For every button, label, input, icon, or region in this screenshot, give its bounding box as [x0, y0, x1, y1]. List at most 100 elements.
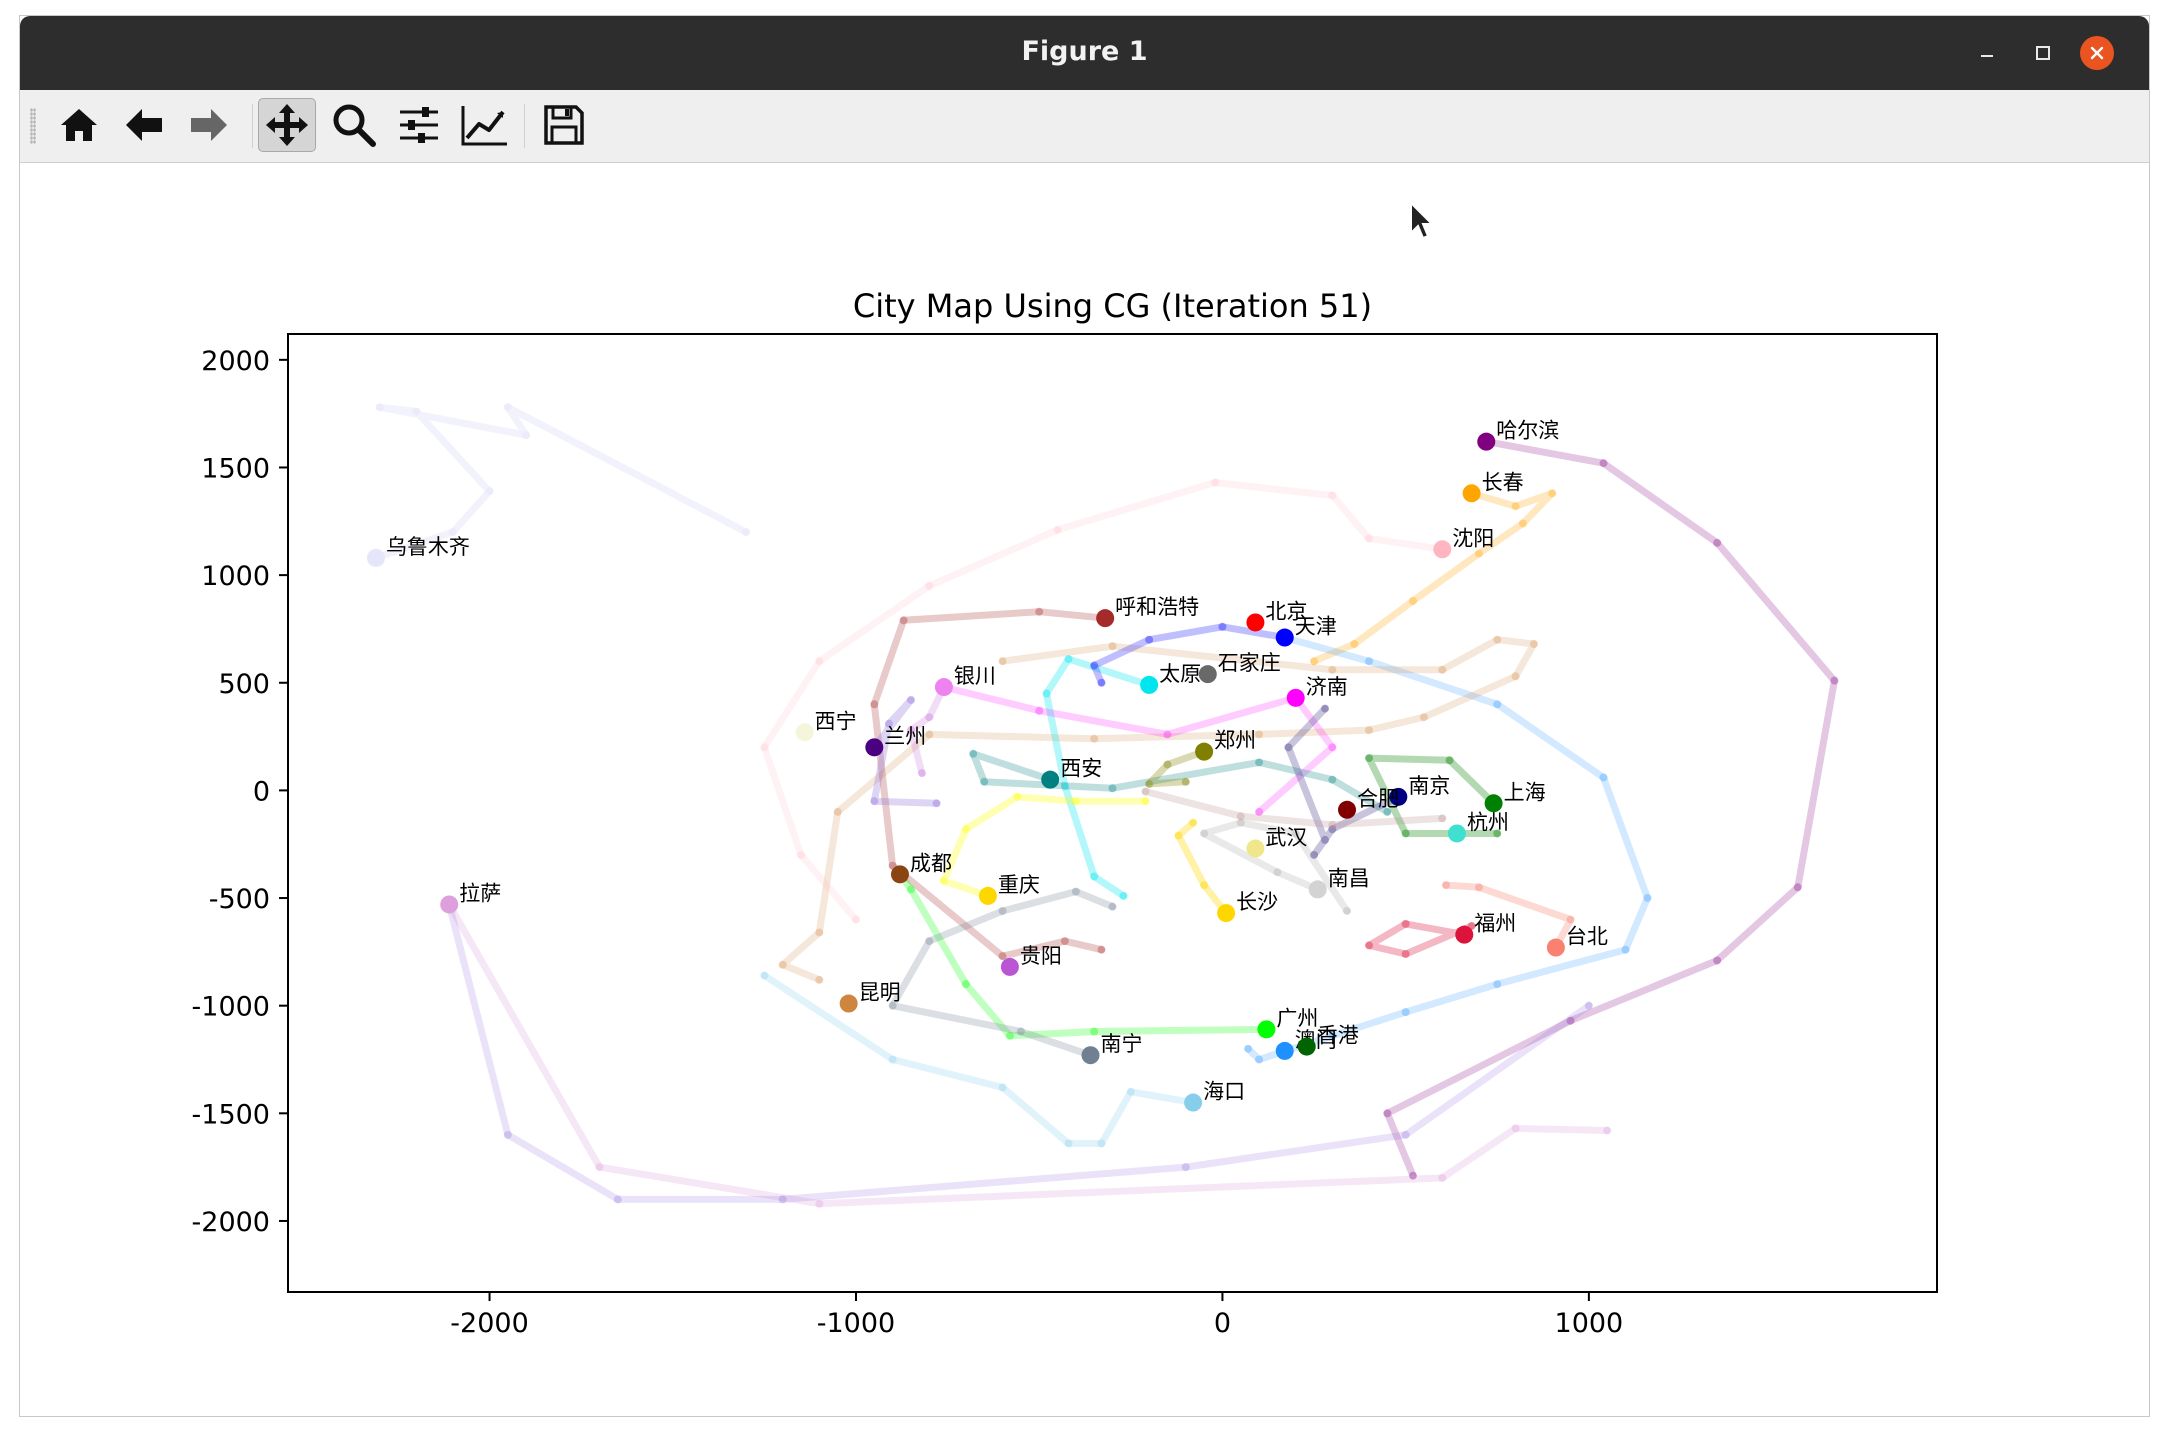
city-point[interactable] [890, 865, 909, 884]
trail-marker [1145, 635, 1154, 644]
city-point[interactable] [795, 723, 814, 742]
trail-marker [1035, 607, 1044, 616]
city-point[interactable] [1246, 839, 1265, 858]
city-label: 南宁 [1101, 1032, 1143, 1056]
city-label: 香港 [1317, 1024, 1359, 1048]
city-point[interactable] [1000, 957, 1019, 976]
city-point[interactable] [865, 738, 884, 757]
trail-marker [1255, 1055, 1264, 1064]
city-point[interactable] [1455, 925, 1474, 944]
trail-marker [375, 403, 384, 412]
trail-marker [1350, 640, 1359, 649]
trail-line [870, 696, 941, 807]
trail-line [940, 683, 1336, 816]
back-button[interactable] [115, 98, 173, 152]
city-point[interactable] [1246, 613, 1265, 632]
trail-marker [1328, 820, 1337, 829]
figure-window: Figure 1 [19, 15, 2150, 1417]
city-point[interactable] [1081, 1046, 1100, 1065]
city-point[interactable] [1096, 609, 1115, 628]
city-point[interactable] [1546, 938, 1565, 957]
figure-canvas[interactable]: City Map Using CG (Iteration 51) 哈尔滨 长春 沈阳 乌… [20, 163, 2149, 1416]
trail-marker [906, 695, 915, 704]
axes-edit-button[interactable] [455, 98, 513, 152]
city-point[interactable] [839, 994, 858, 1013]
maximize-button[interactable] [2026, 36, 2060, 70]
trail-marker [1445, 756, 1454, 765]
trail-line [445, 901, 1611, 1208]
trail-marker [778, 1195, 787, 1204]
city-point[interactable] [1308, 880, 1327, 899]
city-point[interactable] [1257, 1020, 1276, 1039]
trail-marker [1097, 1139, 1106, 1148]
city-point[interactable] [1217, 904, 1236, 923]
toolbar-grip[interactable] [30, 108, 36, 144]
trail-marker [1181, 1163, 1190, 1172]
trail-marker [815, 975, 824, 984]
trail-marker [1291, 829, 1300, 838]
trail-marker [1211, 478, 1220, 487]
city-point[interactable] [1275, 628, 1294, 647]
trail-line [969, 750, 1391, 816]
city-point[interactable] [934, 678, 953, 697]
trail-line [889, 888, 1116, 1059]
zoom-button[interactable] [325, 98, 383, 152]
city-point[interactable] [1198, 665, 1217, 684]
trail-marker [1200, 881, 1209, 890]
x-tick-label: 0 [1214, 1308, 1231, 1339]
city-point[interactable] [1286, 688, 1305, 707]
chart-title: City Map Using CG (Iteration 51) [853, 287, 1372, 325]
trail-marker [939, 876, 948, 885]
trail-marker [1493, 980, 1502, 989]
trail-marker [760, 971, 769, 980]
city-point[interactable] [1184, 1093, 1203, 1112]
city-point[interactable] [1477, 432, 1496, 451]
trail-marker [1566, 915, 1575, 924]
trail-marker [1108, 784, 1117, 793]
trail-marker [1328, 825, 1337, 834]
city-point[interactable] [1484, 794, 1503, 813]
sliders-icon [400, 107, 438, 143]
city-point[interactable] [1447, 824, 1466, 843]
city-point[interactable] [1041, 770, 1060, 789]
trail-marker [998, 1083, 1007, 1092]
city-point[interactable] [366, 548, 385, 567]
trail-marker [1328, 1031, 1337, 1040]
trail-marker [1493, 635, 1502, 644]
city-point[interactable] [1140, 675, 1159, 694]
save-button[interactable] [535, 98, 593, 152]
pan-button[interactable] [258, 98, 316, 152]
city-point[interactable] [1195, 742, 1214, 761]
city-point[interactable] [440, 895, 459, 914]
trail-marker [595, 1163, 604, 1172]
minimize-button[interactable] [1970, 36, 2004, 70]
trail-marker [998, 906, 1007, 915]
trail-marker [998, 657, 1007, 666]
city-point[interactable] [1462, 484, 1481, 503]
title-bar[interactable]: Figure 1 [20, 16, 2149, 90]
trail-marker [1174, 831, 1183, 840]
city-label: 南京 [1408, 774, 1450, 798]
city-point[interactable] [1433, 540, 1452, 559]
x-tick-label: 1000 [1555, 1308, 1624, 1339]
city-point[interactable] [1275, 1041, 1294, 1060]
trail-marker [1163, 760, 1172, 769]
subplots-button[interactable] [390, 98, 448, 152]
home-button[interactable] [50, 98, 108, 152]
trail-line [779, 636, 1538, 984]
city-point[interactable] [1297, 1037, 1316, 1056]
trail-marker [961, 980, 970, 989]
city-point[interactable] [1338, 800, 1357, 819]
trail-line [1043, 655, 1153, 900]
trail-marker [1035, 706, 1044, 715]
trail-line [1175, 819, 1230, 917]
city-point[interactable] [1389, 787, 1408, 806]
city-point[interactable] [978, 886, 997, 905]
forward-button[interactable] [180, 98, 238, 152]
close-button[interactable] [2080, 36, 2114, 70]
city-label: 长沙 [1236, 890, 1278, 914]
y-tick-label: -500 [209, 884, 270, 915]
trail-marker [1236, 812, 1245, 821]
city-label: 银川 [954, 664, 996, 688]
